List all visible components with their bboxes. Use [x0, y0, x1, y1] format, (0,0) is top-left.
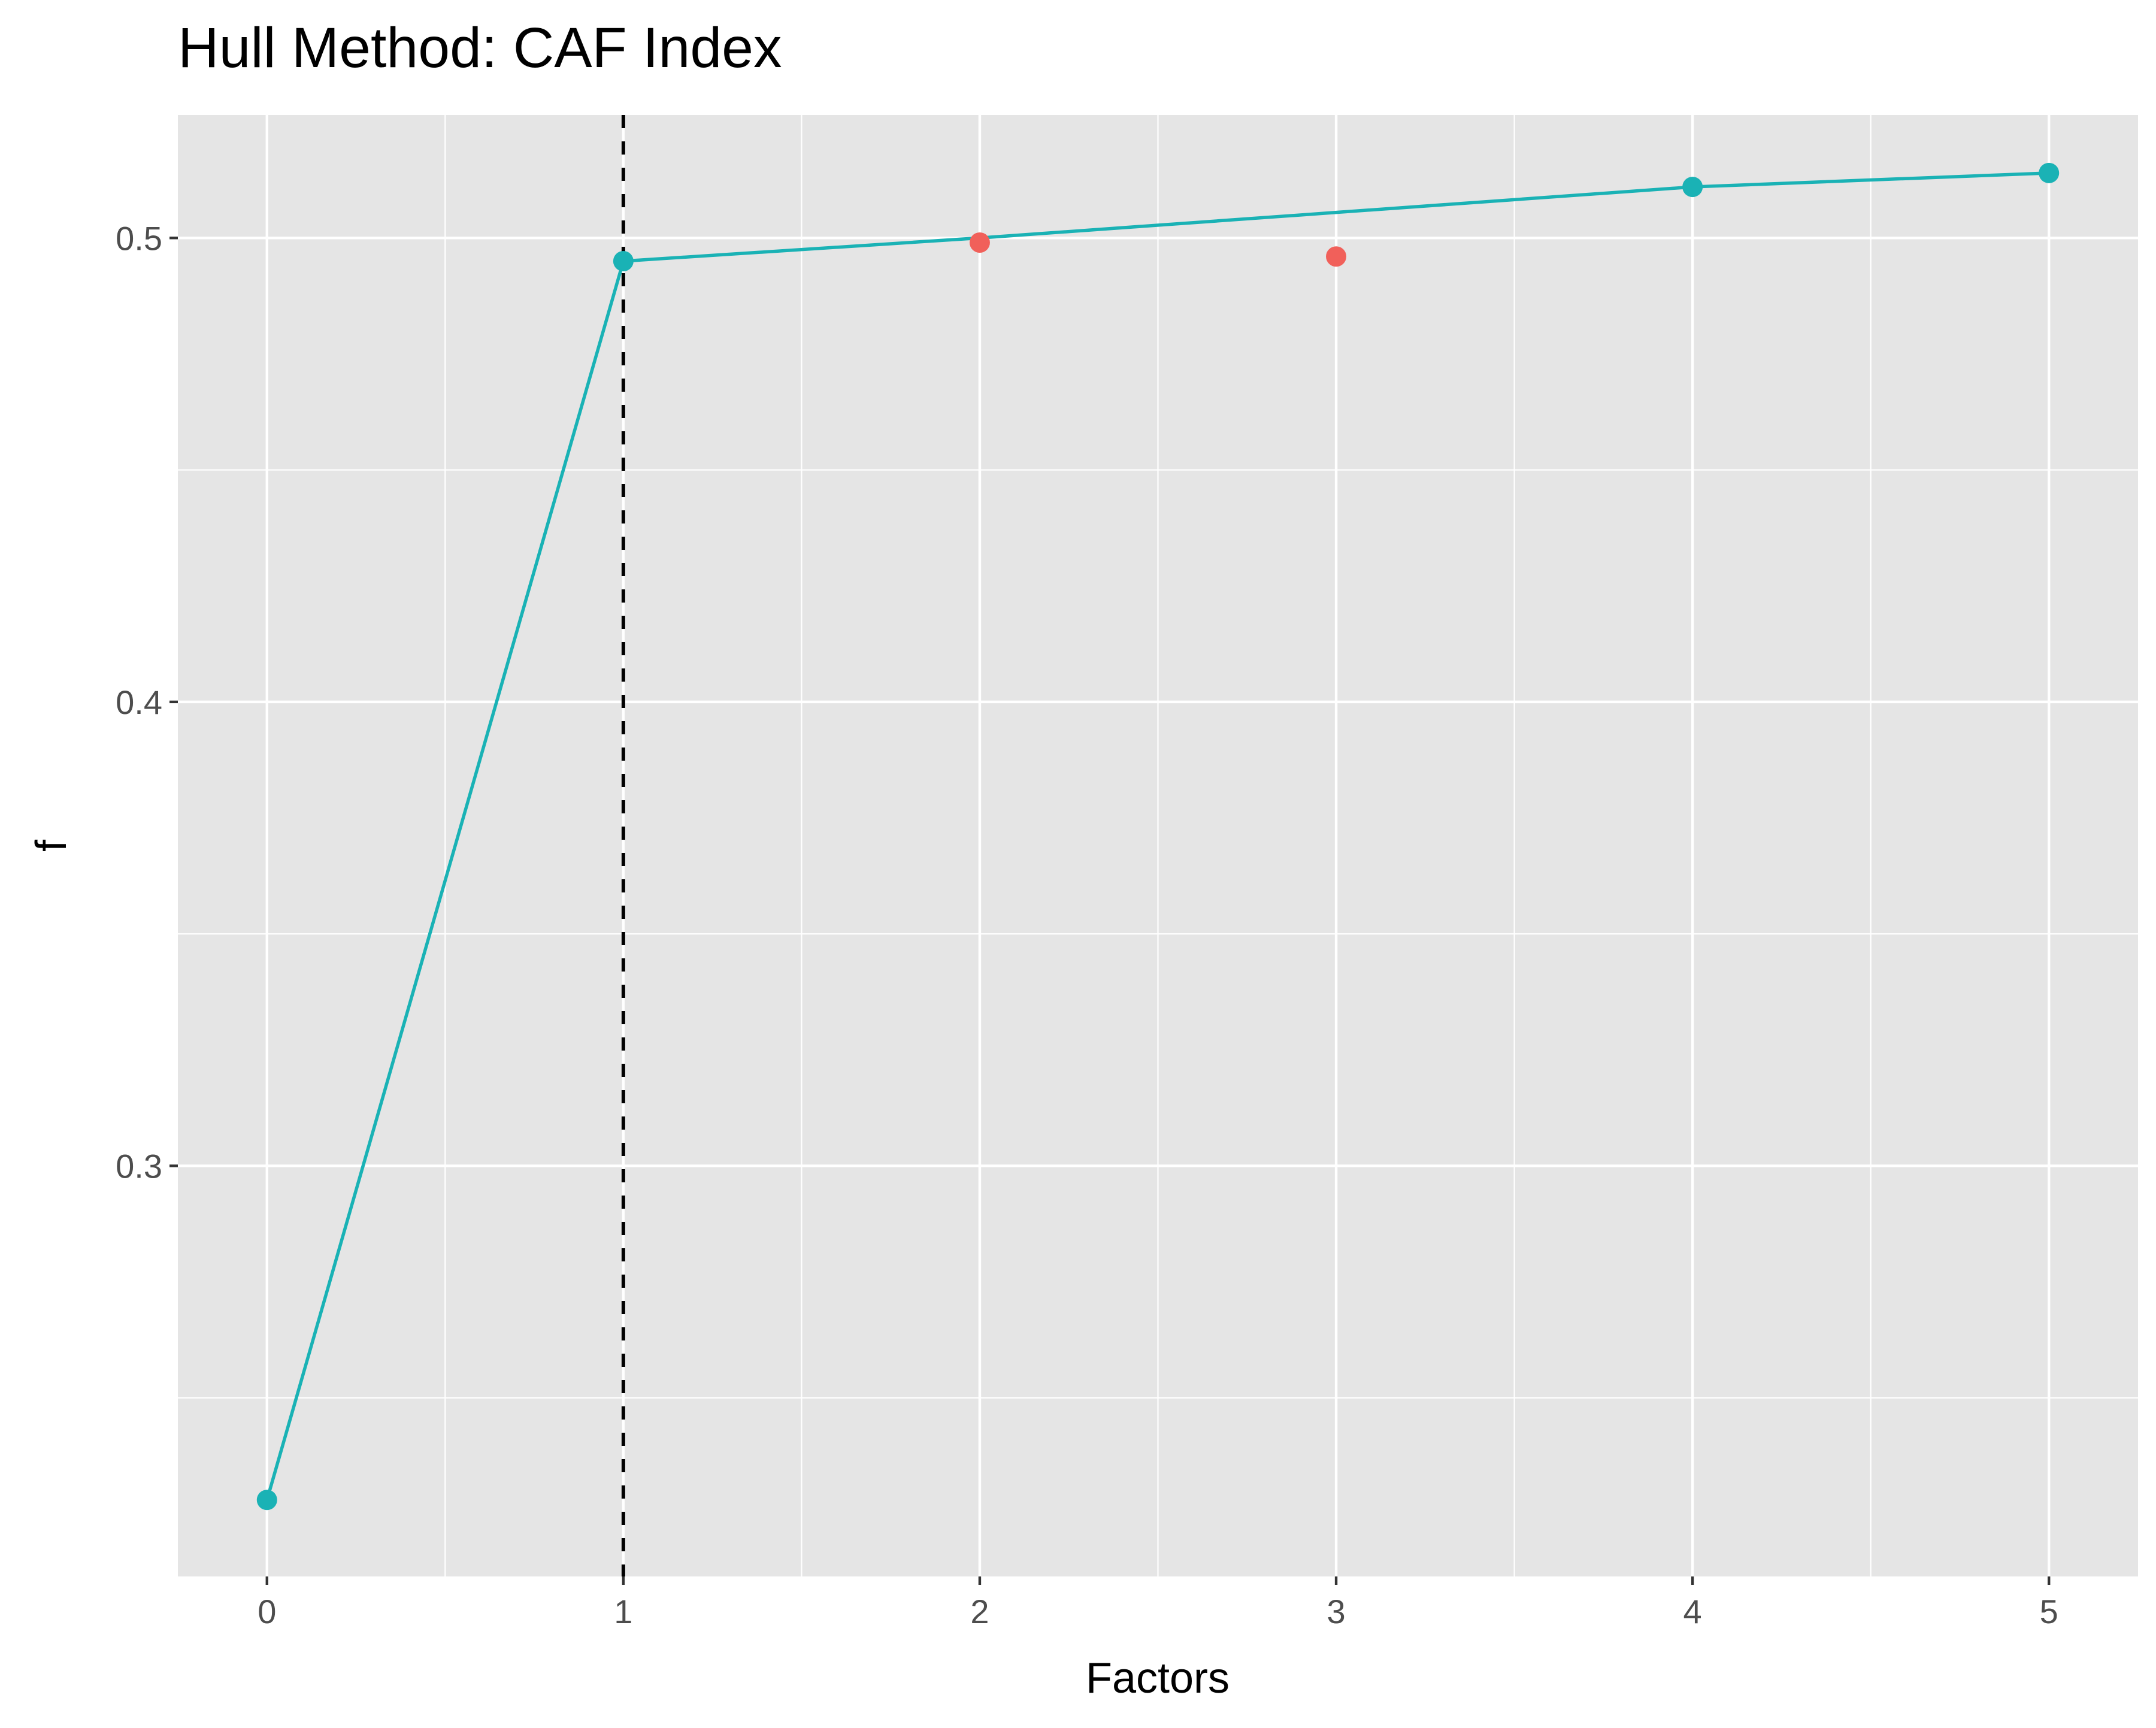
grid-minor — [178, 115, 2138, 1576]
hull-point — [1682, 177, 1703, 198]
x-tick-label: 5 — [2040, 1593, 2058, 1630]
hull-line-layer — [265, 171, 2049, 1500]
y-axis-title: f — [28, 839, 75, 852]
points-layer — [256, 162, 2060, 1511]
x-tick-label: 2 — [970, 1593, 989, 1630]
hull-point — [2039, 162, 2060, 183]
x-axis-title: Factors — [1086, 1654, 1230, 1702]
hull-point — [613, 251, 634, 271]
hull-line — [265, 171, 2049, 1500]
chart-title: Hull Method: CAF Index — [178, 16, 782, 80]
x-axis: 0 1 2 3 4 5 — [258, 1576, 2058, 1630]
x-tick-label: 4 — [1683, 1593, 1702, 1630]
y-tick-label: 0.5 — [116, 219, 162, 257]
y-axis: 0.3 0.4 0.5 — [116, 219, 178, 1185]
off-hull-point — [969, 232, 990, 253]
y-tick-label: 0.4 — [116, 683, 162, 721]
off-hull-point — [1326, 246, 1347, 267]
x-tick-label: 0 — [258, 1593, 276, 1630]
y-tick-label: 0.3 — [116, 1147, 162, 1185]
hull-point — [256, 1490, 277, 1511]
x-tick-label: 3 — [1327, 1593, 1345, 1630]
x-tick-label: 1 — [614, 1593, 632, 1630]
